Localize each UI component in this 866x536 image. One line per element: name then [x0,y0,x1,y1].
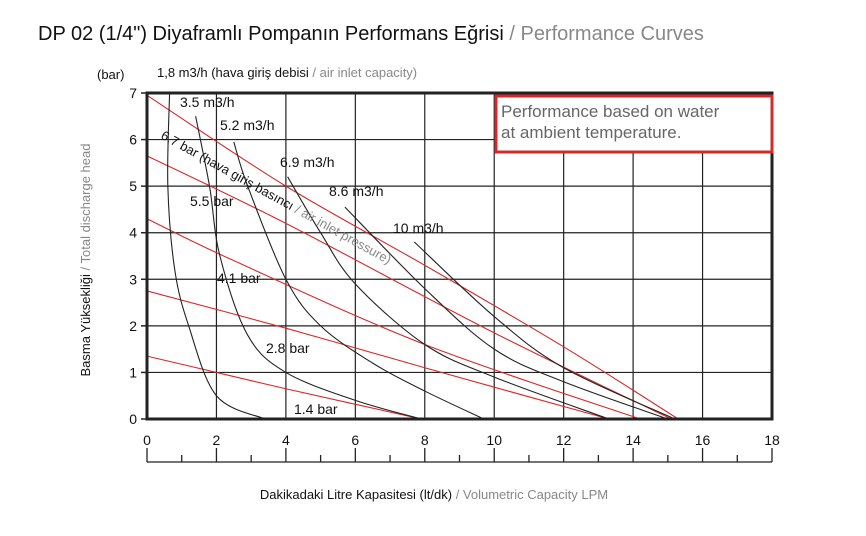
series-group [146,92,679,420]
y-tick-label: 4 [129,225,137,241]
y-unit: (bar) [97,67,124,82]
series-label: 10 m3/h [393,220,444,236]
air-curve-3-5-m3-h [195,116,422,420]
plot-frame [145,91,774,421]
note-box [494,94,774,154]
air-curve-10-m3-h [413,241,676,420]
y-tick-label: 1 [129,364,137,380]
x-tick-label: 12 [556,432,572,448]
y-axis-label: Basma Yüksekliği / Total discharge head [78,144,93,377]
series-label: 4.1 bar [217,270,261,286]
pressure-line-1-4-bar [146,355,422,420]
x-tick-label: 8 [421,432,429,448]
y-tick-label: 0 [129,411,137,427]
xlabel-en: / Volumetric Capacity LPM [456,487,608,502]
series-label: 6.9 m3/h [280,154,334,170]
series-labels: 5.5 bar 4.1 bar 2.8 bar 1.4 bar 3.5 m3/h 5.2 … [180,94,444,417]
note-line-1: Performance based on water [501,102,720,121]
pressure-line-4-1-bar [146,218,641,420]
series-label: 1.4 bar [294,401,338,417]
chart-title: DP 02 (1/4") Diyaframlı Pompanın Perform… [38,23,704,45]
series-label: 3.5 m3/h [180,94,234,110]
x-axis-label: Dakikadaki Litre Kapasitesi (lt/dk) / Vo… [260,487,608,502]
x-tick-label: 6 [351,432,359,448]
series-label: 5.5 bar [190,193,234,209]
series-label: 8.6 m3/h [329,183,383,199]
y-tick-label: 5 [129,178,137,194]
pressure-line-6-7-bar [146,94,679,420]
air-legend-tr: 1,8 m3/h (hava giriş debisi [157,65,309,80]
air-legend-en: / air inlet capacity) [312,65,417,80]
air-curve-5-2-m3-h [233,141,485,420]
title-en: / Performance Curves [509,23,704,45]
x-tick-label: 0 [143,432,151,448]
x-tick-label: 4 [282,432,290,448]
air-curve-6-9-m3-h [287,176,609,420]
pressure-line-2-8-bar [146,290,609,420]
series-label: 2.8 bar [266,340,310,356]
y-tick-label: 3 [129,271,137,287]
air-curve-1-8-m3-h [167,92,266,420]
y-tick-label: 7 [129,85,137,101]
x-tick-label: 2 [213,432,221,448]
x-tick-label: 10 [486,432,502,448]
x-tick-label: 16 [695,432,711,448]
y-tick-label: 6 [129,132,137,148]
note-line-2: at ambient temperature. [501,123,681,142]
air-legend: 1,8 m3/h (hava giriş debisi / air inlet … [157,65,417,80]
title-tr: DP 02 (1/4") Diyaframlı Pompanın Perform… [38,23,504,45]
air-curve-8-6-m3-h [344,206,669,420]
y-tick-label: 2 [129,318,137,334]
ylabel-en: / Total discharge head [78,144,93,271]
x-tick-label: 14 [625,432,641,448]
xlabel-tr: Dakikadaki Litre Kapasitesi (lt/dk) [260,487,452,502]
series-label: 5.2 m3/h [220,117,274,133]
ylabel-tr: Basma Yüksekliği [78,274,93,376]
x-tick-label: 18 [764,432,780,448]
pressure-line-5-5-bar [146,155,672,420]
